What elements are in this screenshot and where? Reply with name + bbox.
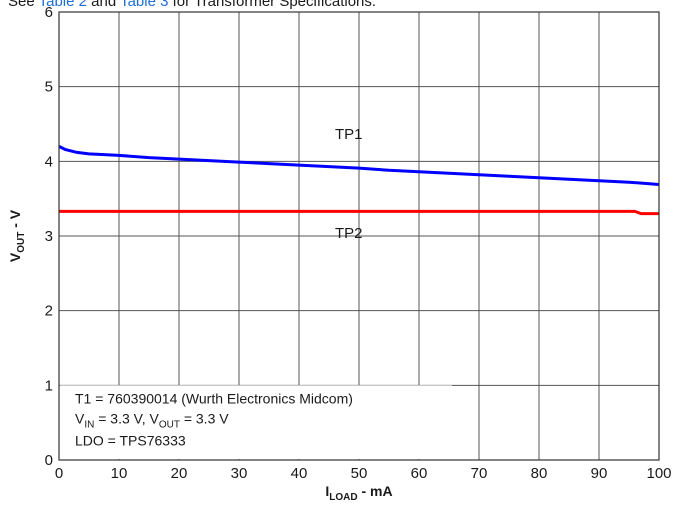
plot-frame <box>58 11 660 461</box>
x-tick-label: 0 <box>55 465 63 482</box>
series-line-tp1 <box>58 145 660 186</box>
caption-prefix: See <box>8 0 35 10</box>
table-3-link[interactable]: Table 3 <box>120 0 169 10</box>
x-tick-label: 80 <box>531 465 548 482</box>
y-tick-label: 5 <box>45 79 53 96</box>
y-axis-label: VOUT - V <box>7 209 27 262</box>
y-tick-label: 2 <box>45 303 53 320</box>
y-tick-label: 0 <box>45 452 53 469</box>
y-tick-label: 3 <box>45 228 53 245</box>
series-line-tp2 <box>59 209 659 216</box>
figure-caption: See Table 2 and Table 3 for Transformer … <box>8 0 376 10</box>
y-tick-label: 1 <box>45 377 53 394</box>
y-tick-label: 6 <box>45 4 53 21</box>
x-tick-label: 10 <box>111 465 128 482</box>
note-box <box>60 385 452 459</box>
note-line-ldo: LDO = TPS76333 <box>75 432 186 448</box>
note-line-transformer: T1 = 760390014 (Wurth Electronics Midcom… <box>75 390 353 406</box>
table-2-link[interactable]: Table 2 <box>38 0 87 10</box>
caption-mid: and <box>91 0 117 10</box>
tp1-label: TP1 <box>335 126 363 143</box>
y-tick-labels: 0 1 2 3 4 5 6 <box>45 4 53 469</box>
x-axis-label: ILOAD - mA <box>325 483 392 503</box>
caption-suffix: for Transformer Specifications. <box>172 0 377 10</box>
note-line-voltages: VIN = 3.3 V, VOUT = 3.3 V <box>75 410 229 430</box>
x-tick-label: 70 <box>471 465 488 482</box>
x-tick-labels: 0 10 20 30 40 50 60 70 80 90 100 <box>55 465 672 482</box>
x-tick-label: 60 <box>411 465 428 482</box>
x-tick-label: 90 <box>591 465 608 482</box>
x-tick-label: 20 <box>171 465 188 482</box>
tp2-label: TP2 <box>335 225 363 242</box>
x-tick-label: 50 <box>351 465 368 482</box>
x-tick-label: 100 <box>646 465 671 482</box>
x-tick-label: 40 <box>291 465 308 482</box>
x-tick-label: 30 <box>231 465 248 482</box>
y-tick-label: 4 <box>45 153 53 170</box>
data-series <box>58 145 660 216</box>
